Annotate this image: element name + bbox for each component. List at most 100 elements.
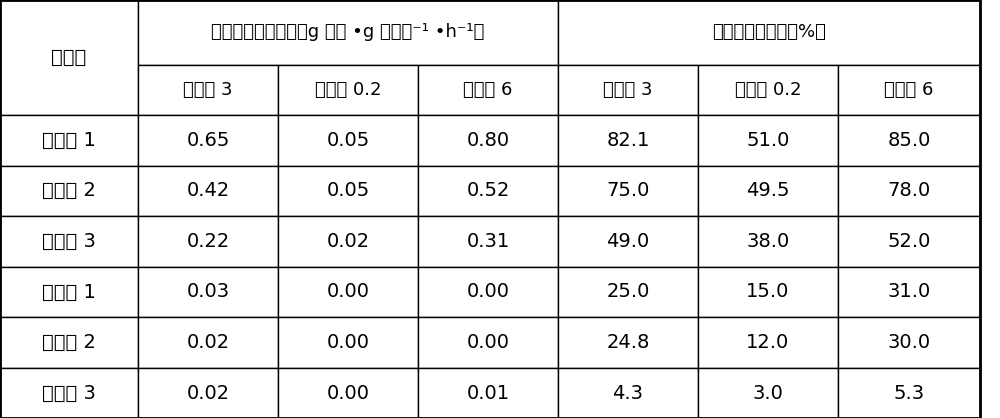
- Bar: [0, 115, 138, 166]
- Bar: [838, 267, 980, 317]
- Bar: [138, 267, 278, 317]
- Bar: [558, 317, 698, 368]
- Text: 实施例 3: 实施例 3: [42, 232, 96, 251]
- Bar: [838, 166, 980, 216]
- Text: 氢碳比 0.2: 氢碳比 0.2: [735, 81, 801, 99]
- Text: 4.3: 4.3: [613, 384, 644, 403]
- Text: 0.02: 0.02: [326, 232, 370, 251]
- Bar: [138, 317, 278, 368]
- Bar: [558, 0, 980, 65]
- Text: 82.1: 82.1: [606, 131, 650, 150]
- Text: 78.0: 78.0: [887, 181, 931, 200]
- Bar: [278, 166, 418, 216]
- Bar: [278, 317, 418, 368]
- Text: 0.42: 0.42: [186, 181, 230, 200]
- Bar: [138, 368, 278, 418]
- Bar: [0, 317, 138, 368]
- Bar: [558, 65, 698, 115]
- Bar: [558, 368, 698, 418]
- Text: 0.00: 0.00: [327, 283, 370, 301]
- Text: 75.0: 75.0: [606, 181, 650, 200]
- Bar: [278, 216, 418, 267]
- Bar: [698, 368, 838, 418]
- Bar: [138, 115, 278, 166]
- Text: 氢碳比 0.2: 氢碳比 0.2: [315, 81, 381, 99]
- Text: 0.01: 0.01: [466, 384, 510, 403]
- Bar: [838, 216, 980, 267]
- Text: 85.0: 85.0: [887, 131, 931, 150]
- Bar: [0, 0, 138, 115]
- Text: 0.05: 0.05: [326, 131, 370, 150]
- Text: 12.0: 12.0: [746, 333, 790, 352]
- Text: 0.00: 0.00: [467, 333, 510, 352]
- Bar: [558, 216, 698, 267]
- Bar: [418, 65, 558, 115]
- Bar: [278, 115, 418, 166]
- Text: 氢碳比 6: 氢碳比 6: [463, 81, 513, 99]
- Bar: [838, 368, 980, 418]
- Bar: [418, 267, 558, 317]
- Bar: [558, 115, 698, 166]
- Bar: [278, 368, 418, 418]
- Text: 对比例 3: 对比例 3: [42, 384, 96, 403]
- Bar: [698, 267, 838, 317]
- Text: 低碳烯烃选择性（%）: 低碳烯烃选择性（%）: [712, 23, 826, 41]
- Bar: [278, 267, 418, 317]
- Bar: [558, 166, 698, 216]
- Bar: [418, 317, 558, 368]
- Text: 3.0: 3.0: [753, 384, 783, 403]
- Text: 实施例 2: 实施例 2: [42, 181, 96, 200]
- Text: 24.8: 24.8: [606, 333, 650, 352]
- Bar: [698, 216, 838, 267]
- Text: 0.03: 0.03: [186, 283, 230, 301]
- Text: 0.00: 0.00: [327, 384, 370, 403]
- Text: 49.5: 49.5: [746, 181, 790, 200]
- Text: 0.80: 0.80: [466, 131, 510, 150]
- Bar: [138, 166, 278, 216]
- Bar: [0, 267, 138, 317]
- Bar: [698, 317, 838, 368]
- Bar: [418, 166, 558, 216]
- Bar: [838, 317, 980, 368]
- Text: 对比例 1: 对比例 1: [42, 283, 96, 301]
- Text: 对比例 2: 对比例 2: [42, 333, 96, 352]
- Text: 30.0: 30.0: [887, 333, 931, 352]
- Text: 氢碳比 6: 氢碳比 6: [884, 81, 934, 99]
- Text: 氢碳比 3: 氢碳比 3: [603, 81, 653, 99]
- Text: 49.0: 49.0: [606, 232, 650, 251]
- Text: 5.3: 5.3: [893, 384, 925, 403]
- Bar: [418, 115, 558, 166]
- Text: 51.0: 51.0: [746, 131, 790, 150]
- Text: 实施例 1: 实施例 1: [42, 131, 96, 150]
- Text: 氢碳比 3: 氢碳比 3: [183, 81, 233, 99]
- Text: 25.0: 25.0: [606, 283, 650, 301]
- Text: 0.02: 0.02: [186, 384, 230, 403]
- Text: 15.0: 15.0: [746, 283, 790, 301]
- Bar: [0, 368, 138, 418]
- Bar: [838, 115, 980, 166]
- Text: 0.00: 0.00: [327, 333, 370, 352]
- Bar: [838, 65, 980, 115]
- Bar: [698, 166, 838, 216]
- Text: 0.02: 0.02: [186, 333, 230, 352]
- Text: 0.31: 0.31: [466, 232, 510, 251]
- Bar: [698, 115, 838, 166]
- Text: 低碳烯烃时空产率（g 烯烃 •g 催化剂⁻¹ •h⁻¹）: 低碳烯烃时空产率（g 烯烃 •g 催化剂⁻¹ •h⁻¹）: [211, 23, 485, 41]
- Text: 52.0: 52.0: [887, 232, 931, 251]
- Text: 0.22: 0.22: [186, 232, 230, 251]
- Bar: [138, 216, 278, 267]
- Bar: [418, 368, 558, 418]
- Bar: [0, 216, 138, 267]
- Bar: [698, 65, 838, 115]
- Bar: [278, 65, 418, 115]
- Bar: [138, 65, 278, 115]
- Bar: [0, 166, 138, 216]
- Text: 0.05: 0.05: [326, 181, 370, 200]
- Bar: [558, 267, 698, 317]
- Bar: [418, 216, 558, 267]
- Bar: [138, 0, 558, 65]
- Text: 0.52: 0.52: [466, 181, 510, 200]
- Text: 催化剂: 催化剂: [51, 48, 87, 67]
- Text: 38.0: 38.0: [746, 232, 790, 251]
- Text: 0.00: 0.00: [467, 283, 510, 301]
